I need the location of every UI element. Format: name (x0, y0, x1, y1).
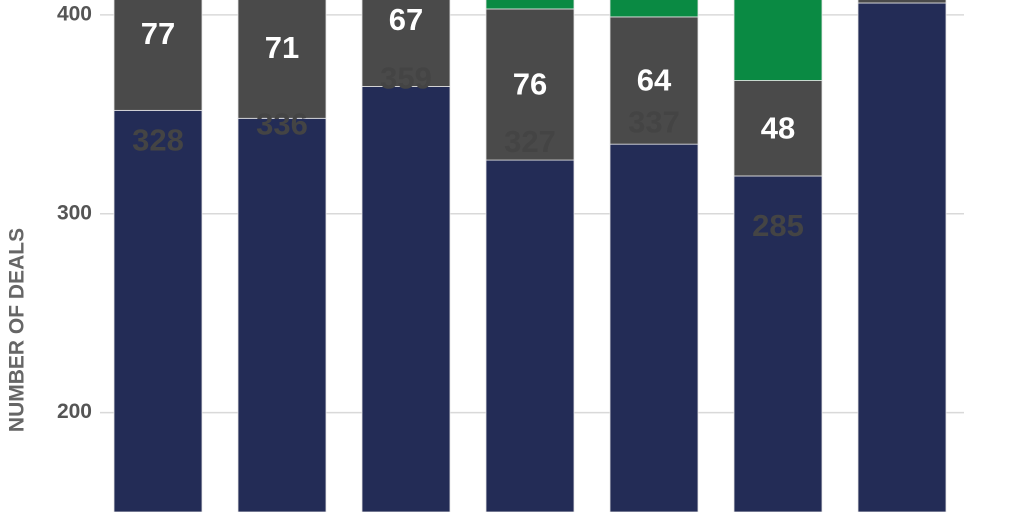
y-tick-label: 300 (57, 201, 92, 224)
bar-segment (733, 0, 823, 81)
bar-segment (609, 143, 699, 512)
bar-segment (361, 86, 451, 512)
total-label: 337 (628, 104, 680, 139)
bar-segment (857, 0, 947, 4)
segment-label: 76 (513, 67, 547, 102)
segment-label: 67 (389, 2, 423, 37)
bar-segment (609, 16, 699, 145)
bar-segment (113, 0, 203, 111)
segment-label: 64 (637, 63, 672, 98)
bar-segment (361, 0, 451, 87)
bar-segment (113, 109, 203, 512)
total-label: 359 (380, 61, 432, 96)
bar-segment (485, 159, 575, 512)
y-axis-title: NUMBER OF DEALS (6, 228, 29, 432)
bar-segment (237, 0, 327, 119)
total-label: 328 (132, 122, 184, 157)
y-tick-label: 200 (57, 400, 92, 423)
bar-segment (237, 117, 327, 512)
total-label: 285 (752, 208, 804, 243)
bar-segment (609, 0, 699, 18)
bar-segment (857, 2, 947, 512)
y-tick-label: 400 (57, 2, 92, 25)
segment-label: 71 (265, 30, 299, 65)
total-label: 336 (256, 106, 308, 141)
bar-segment (485, 8, 575, 161)
total-label: 327 (504, 124, 556, 159)
bar-segment (485, 0, 575, 10)
segment-label: 48 (761, 110, 795, 145)
bar-segment (733, 80, 823, 177)
segment-label: 77 (141, 16, 175, 51)
bar-segment (733, 175, 823, 512)
